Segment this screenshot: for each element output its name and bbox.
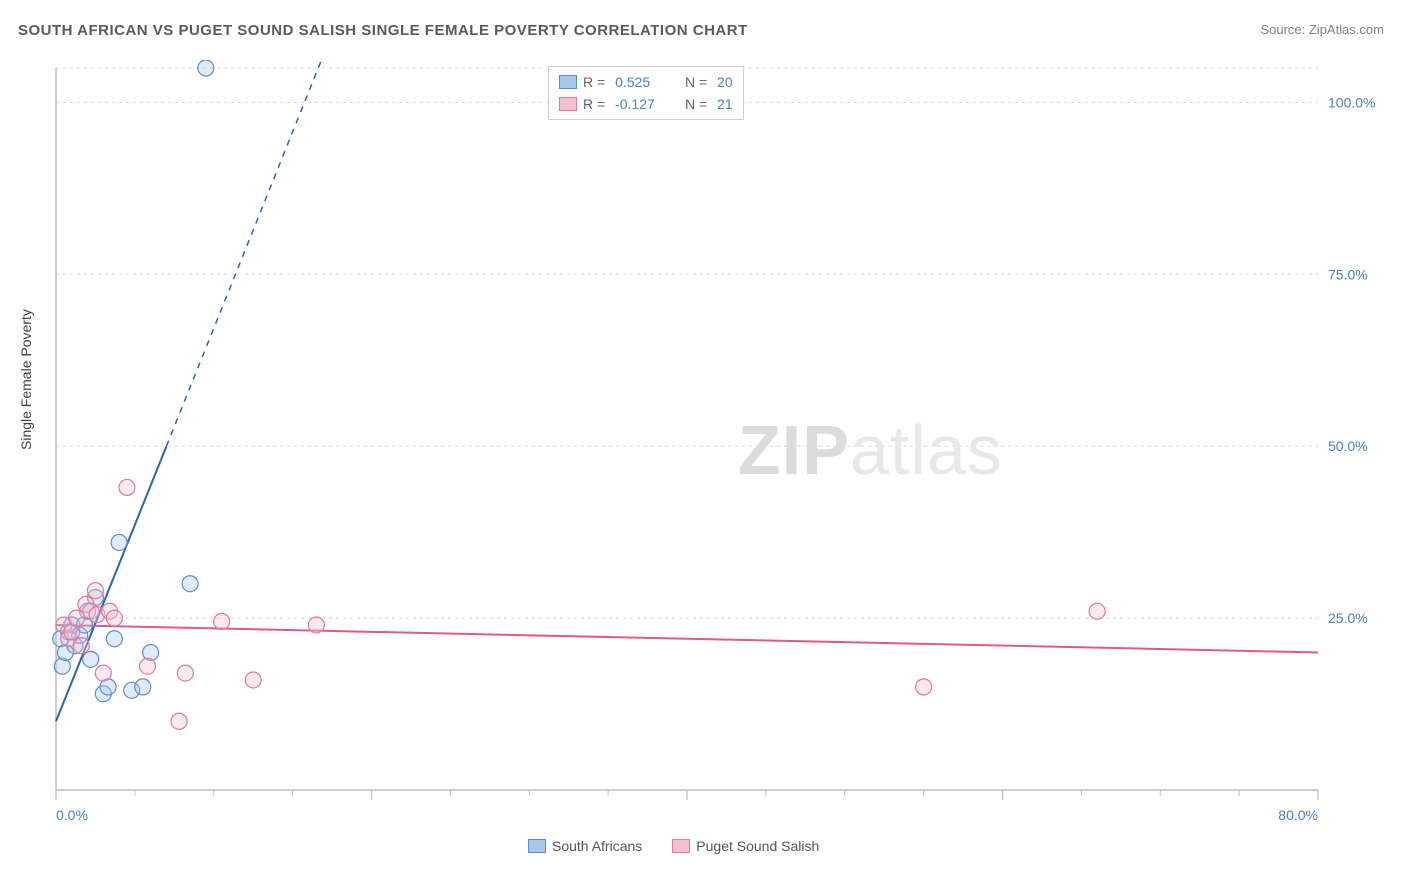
data-point-puget_sound_salish bbox=[1089, 603, 1105, 619]
series-legend: South Africans Puget Sound Salish bbox=[528, 838, 819, 854]
x-tick-label: 0.0% bbox=[56, 807, 88, 823]
legend-swatch bbox=[672, 839, 690, 853]
series-legend-item-south_africans: South Africans bbox=[528, 838, 642, 854]
data-point-puget_sound_salish bbox=[69, 610, 85, 626]
chart-title: SOUTH AFRICAN VS PUGET SOUND SALISH SING… bbox=[18, 22, 748, 39]
legend-n-value: 21 bbox=[713, 93, 732, 115]
data-point-south_africans bbox=[135, 679, 151, 695]
scatter-plot: 0.0% 80.0% 25.0% 50.0% 75.0% 100.0% bbox=[48, 60, 1388, 830]
legend-r-label: R = bbox=[583, 71, 605, 93]
y-tick-label: 50.0% bbox=[1328, 438, 1368, 454]
data-point-south_africans bbox=[83, 651, 99, 667]
data-point-south_africans bbox=[198, 60, 214, 76]
y-tick-label: 25.0% bbox=[1328, 610, 1368, 626]
y-axis-label: Single Female Poverty bbox=[18, 309, 34, 450]
legend-r-value: -0.127 bbox=[611, 93, 671, 115]
y-tick-label: 100.0% bbox=[1328, 94, 1375, 110]
legend-r-label: R = bbox=[583, 93, 605, 115]
data-point-puget_sound_salish bbox=[139, 658, 155, 674]
data-point-puget_sound_salish bbox=[177, 665, 193, 681]
legend-n-label: N = bbox=[677, 93, 707, 115]
legend-row-puget_sound_salish: R = -0.127 N = 21 bbox=[559, 93, 733, 115]
data-point-puget_sound_salish bbox=[916, 679, 932, 695]
data-point-south_africans bbox=[111, 534, 127, 550]
legend-r-value: 0.525 bbox=[611, 71, 671, 93]
legend-n-label: N = bbox=[677, 71, 707, 93]
legend-swatch bbox=[559, 97, 577, 111]
chart-container: Single Female Poverty 0.0%80.0%25.0%50.0… bbox=[48, 60, 1388, 830]
data-point-puget_sound_salish bbox=[245, 672, 261, 688]
legend-n-value: 20 bbox=[713, 71, 732, 93]
data-point-puget_sound_salish bbox=[308, 617, 324, 633]
data-point-puget_sound_salish bbox=[119, 479, 135, 495]
legend-row-south_africans: R = 0.525 N = 20 bbox=[559, 71, 733, 93]
data-point-puget_sound_salish bbox=[95, 665, 111, 681]
source-prefix: Source: bbox=[1260, 22, 1308, 37]
correlation-legend: R = 0.525 N = 20R = -0.127 N = 21 bbox=[548, 66, 744, 120]
series-legend-label: Puget Sound Salish bbox=[696, 838, 819, 854]
data-point-puget_sound_salish bbox=[171, 713, 187, 729]
y-tick-label: 75.0% bbox=[1328, 266, 1368, 282]
data-point-south_africans bbox=[182, 576, 198, 592]
source-attribution: Source: ZipAtlas.com bbox=[1260, 22, 1384, 37]
source-name: ZipAtlas.com bbox=[1309, 22, 1384, 37]
data-point-south_africans bbox=[106, 631, 122, 647]
series-legend-item-puget_sound_salish: Puget Sound Salish bbox=[672, 838, 819, 854]
legend-swatch bbox=[528, 839, 546, 853]
legend-swatch bbox=[559, 75, 577, 89]
data-point-puget_sound_salish bbox=[73, 638, 89, 654]
data-point-puget_sound_salish bbox=[214, 614, 230, 630]
regression-line-puget_sound_salish bbox=[56, 625, 1318, 653]
x-tick-label: 80.0% bbox=[1278, 807, 1318, 823]
data-point-puget_sound_salish bbox=[87, 583, 103, 599]
data-point-puget_sound_salish bbox=[106, 610, 122, 626]
series-legend-label: South Africans bbox=[552, 838, 642, 854]
regression-extension-south_africans bbox=[166, 60, 434, 446]
